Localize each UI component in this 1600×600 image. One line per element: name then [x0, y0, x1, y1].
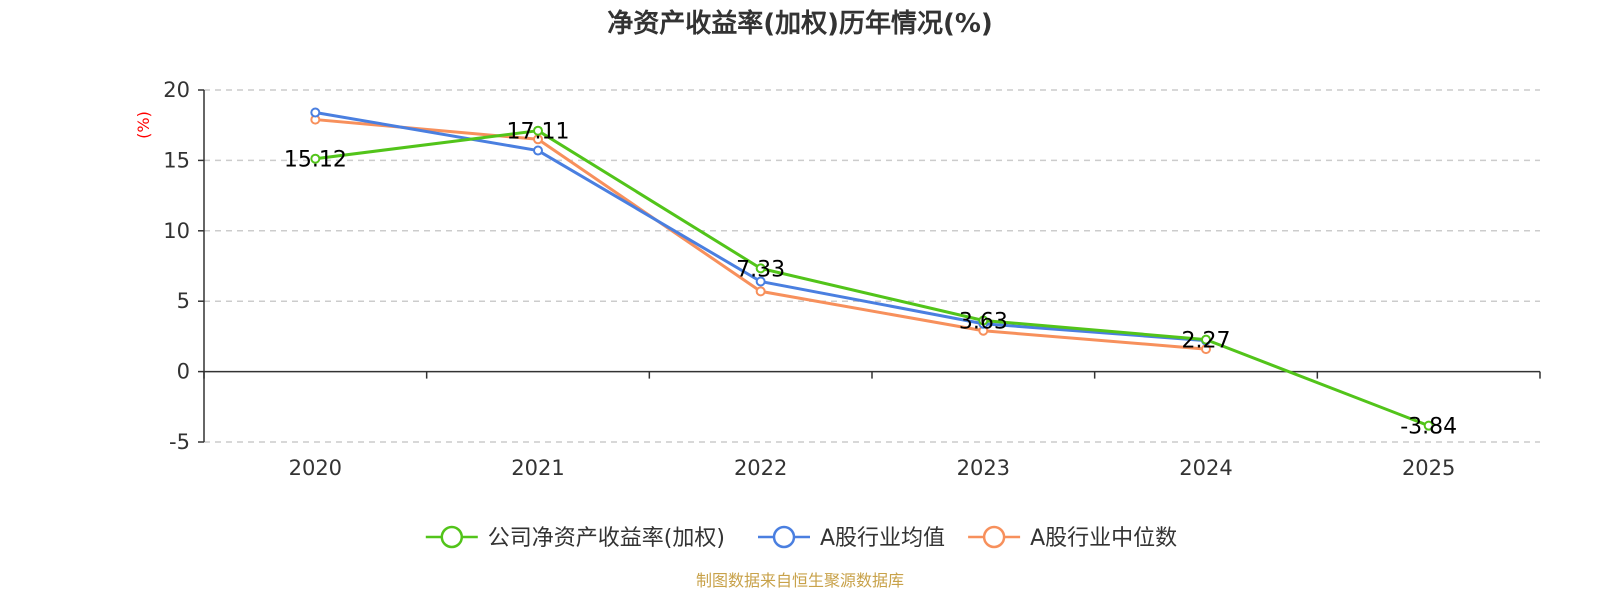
legend-marker-icon: [440, 525, 464, 549]
x-tick-label: 2024: [1179, 456, 1232, 480]
y-axis-label: (%): [134, 111, 153, 139]
data-point[interactable]: [755, 276, 766, 287]
legend-marker-icon: [772, 525, 796, 549]
x-tick-label: 2023: [957, 456, 1010, 480]
data-point[interactable]: [755, 286, 766, 297]
data-point[interactable]: [1201, 334, 1211, 345]
series-line: [313, 129, 1431, 428]
y-tick-label: 20: [163, 78, 190, 102]
x-tick-label: 2021: [511, 456, 564, 480]
grid-lines: [204, 89, 1540, 443]
y-tick-label: 10: [163, 219, 190, 243]
series-line: [313, 111, 1208, 343]
legend-item[interactable]: 公司净资产收益率(加权): [425, 525, 725, 551]
data-label: 2.27: [1182, 329, 1231, 354]
data-point[interactable]: [310, 107, 321, 118]
data-point[interactable]: [1423, 420, 1434, 431]
legend-marker-icon: [982, 525, 1006, 549]
x-tick-label: 2022: [734, 456, 787, 480]
legend-item[interactable]: A股行业中位数: [968, 525, 1177, 551]
source-note: 制图数据来自恒生聚源数据库: [696, 571, 904, 590]
y-tick-label: 15: [163, 148, 190, 172]
data-labels: 15.12 17.11 7.33 3.63 2.27 -3.84: [284, 120, 1457, 440]
series-lines: [310, 107, 1434, 431]
data-label: 7.33: [736, 257, 785, 282]
x-tick-label: 2025: [1402, 456, 1455, 480]
data-label: 3.63: [959, 309, 1008, 334]
legend-label: 公司净资产收益率(加权): [488, 526, 725, 551]
legend-label: A股行业中位数: [1030, 526, 1177, 551]
chart-title: 净资产收益率(加权)历年情况(%): [607, 8, 993, 39]
data-point[interactable]: [755, 263, 766, 274]
y-tick-label: 5: [177, 289, 190, 313]
data-label: -3.84: [1400, 415, 1457, 440]
series-line: [313, 118, 1208, 351]
data-label: 17.11: [507, 120, 570, 145]
legend-item[interactable]: A股行业均值: [758, 525, 945, 551]
data-label: 15.12: [284, 148, 347, 173]
data-point[interactable]: [533, 125, 543, 136]
legend[interactable]: 公司净资产收益率(加权) A股行业均值 A股行业中位数: [425, 525, 1177, 551]
y-tick-label: -5: [169, 430, 190, 454]
data-point[interactable]: [533, 145, 543, 156]
x-tick-label: 2020: [289, 456, 342, 480]
y-tick-label: 0: [177, 360, 190, 384]
data-point[interactable]: [310, 153, 321, 164]
data-point[interactable]: [978, 315, 989, 326]
legend-label: A股行业均值: [820, 526, 945, 551]
